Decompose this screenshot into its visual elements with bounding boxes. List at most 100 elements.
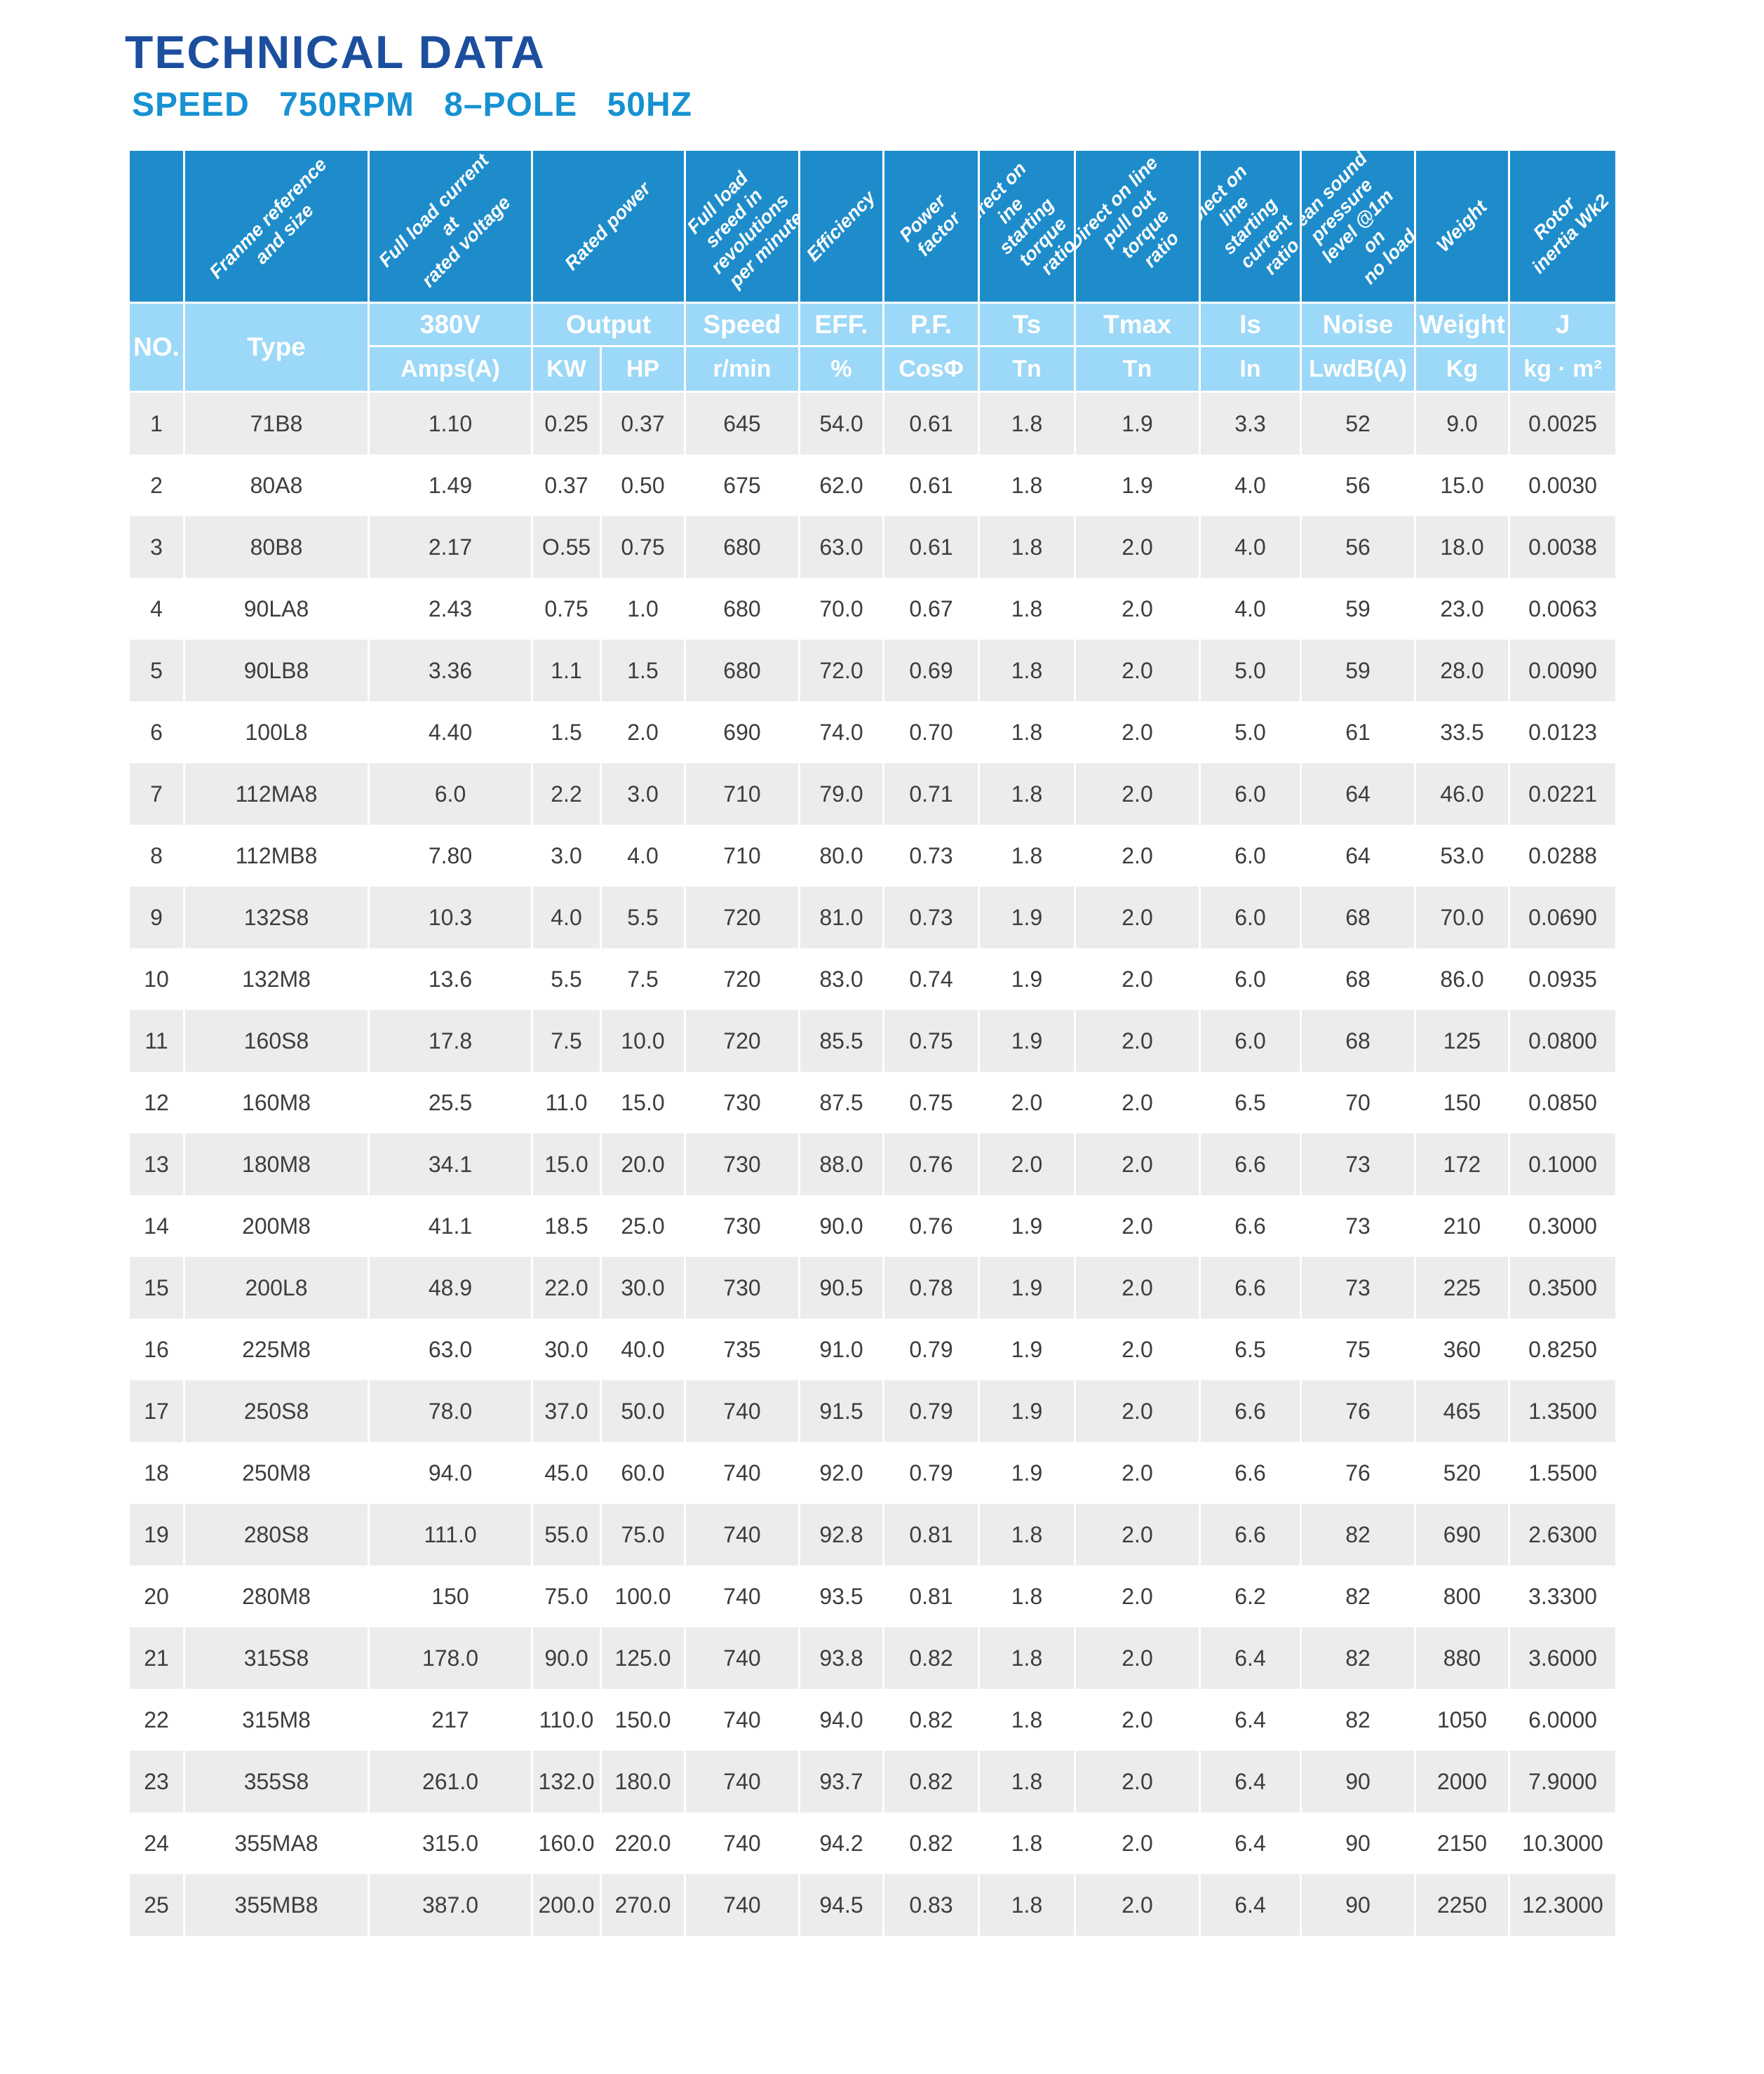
table-cell: 76 bbox=[1302, 1380, 1414, 1442]
diagonal-header-label: Direct on line pull out torque ratio bbox=[1076, 151, 1183, 271]
table-cell: 6.2 bbox=[1201, 1565, 1300, 1627]
unit-header-cell: kg · m² bbox=[1510, 347, 1615, 391]
table-cell: 6.6 bbox=[1201, 1133, 1300, 1195]
table-cell: 0.79 bbox=[884, 1442, 978, 1504]
diagonal-header-cell: Direct on ine starting torque ratio bbox=[980, 151, 1074, 302]
table-cell: 93.8 bbox=[800, 1627, 882, 1689]
table-cell: 81.0 bbox=[800, 887, 882, 948]
table-cell: 2.0 bbox=[1076, 578, 1199, 640]
table-cell: 0.61 bbox=[884, 454, 978, 516]
table-cell: 225 bbox=[1416, 1257, 1508, 1319]
table-cell: 40.0 bbox=[602, 1319, 684, 1380]
table-cell: 280S8 bbox=[185, 1504, 368, 1565]
table-cell: 730 bbox=[686, 1133, 798, 1195]
table-cell: 18.0 bbox=[1416, 516, 1508, 578]
table-cell: 0.82 bbox=[884, 1689, 978, 1751]
table-cell: 2.0 bbox=[1076, 1442, 1199, 1504]
table-cell: 0.76 bbox=[884, 1195, 978, 1257]
table-cell: 1.8 bbox=[980, 578, 1074, 640]
table-cell: 1.9 bbox=[980, 948, 1074, 1010]
table-cell: 83.0 bbox=[800, 948, 882, 1010]
table-cell: 680 bbox=[686, 516, 798, 578]
table-cell: 6.4 bbox=[1201, 1812, 1300, 1874]
table-cell: 0.73 bbox=[884, 825, 978, 887]
table-cell: 5.0 bbox=[1201, 640, 1300, 701]
table-cell: 0.61 bbox=[884, 393, 978, 454]
table-cell: 160.0 bbox=[533, 1812, 600, 1874]
table-cell: 10 bbox=[130, 948, 183, 1010]
table-cell: 355MB8 bbox=[185, 1874, 368, 1936]
table-cell: 6.4 bbox=[1201, 1751, 1300, 1812]
table-cell: 9 bbox=[130, 887, 183, 948]
table-cell: 2.17 bbox=[370, 516, 531, 578]
table-cell: 1.8 bbox=[980, 1874, 1074, 1936]
table-cell: 112MB8 bbox=[185, 825, 368, 887]
table-cell: 6 bbox=[130, 701, 183, 763]
table-cell: 45.0 bbox=[533, 1442, 600, 1504]
table-cell: 90 bbox=[1302, 1812, 1414, 1874]
table-row: 25 355MB8 387.0 200.0 270.0 740 94.5 0.83 1.8 2.0… bbox=[130, 1874, 1615, 1936]
table-cell: 6.6 bbox=[1201, 1257, 1300, 1319]
table-cell: 160S8 bbox=[185, 1010, 368, 1072]
table-cell: 680 bbox=[686, 640, 798, 701]
diagonal-header-label: Full load current at rated voltage bbox=[375, 151, 515, 291]
table-cell: 0.0038 bbox=[1510, 516, 1615, 578]
table-row: 2 80A8 1.49 0.37 0.50 675 62.0 0.61 1.8 1.9 4.0 56 1… bbox=[130, 454, 1615, 516]
table-cell: 46.0 bbox=[1416, 763, 1508, 825]
table-cell: 0.0690 bbox=[1510, 887, 1615, 948]
table-cell: 250S8 bbox=[185, 1380, 368, 1442]
table-cell: 132S8 bbox=[185, 887, 368, 948]
table-cell: 355S8 bbox=[185, 1751, 368, 1812]
table-cell: 387.0 bbox=[370, 1874, 531, 1936]
table-cell: 465 bbox=[1416, 1380, 1508, 1442]
table-cell: 0.69 bbox=[884, 640, 978, 701]
unit-header-cell: Kg bbox=[1416, 347, 1508, 391]
table-cell: 1 bbox=[130, 393, 183, 454]
table-row: 11 160S8 17.8 7.5 10.0 720 85.5 0.75 1.9 2.0 6.0 68… bbox=[130, 1010, 1615, 1072]
table-cell: 0.37 bbox=[533, 454, 600, 516]
table-cell: 12.3000 bbox=[1510, 1874, 1615, 1936]
table-cell: 91.5 bbox=[800, 1380, 882, 1442]
table-cell: 250M8 bbox=[185, 1442, 368, 1504]
table-cell: 48.9 bbox=[370, 1257, 531, 1319]
table-cell: 0.82 bbox=[884, 1627, 978, 1689]
group-header-cell: Speed bbox=[686, 304, 798, 347]
diagonal-header-cell: Power factor bbox=[884, 151, 978, 302]
table-cell: 125 bbox=[1416, 1010, 1508, 1072]
table-cell: 87.5 bbox=[800, 1072, 882, 1133]
table-cell: 94.2 bbox=[800, 1812, 882, 1874]
table-cell: 17 bbox=[130, 1380, 183, 1442]
table-cell: 7.80 bbox=[370, 825, 531, 887]
table-cell: 160M8 bbox=[185, 1072, 368, 1133]
diagonal-header-cell: Full load sreed in revolutions per minut… bbox=[686, 151, 798, 302]
table-cell: 720 bbox=[686, 948, 798, 1010]
diagonal-header-label: Diect on line starting current ratio bbox=[1201, 160, 1300, 279]
table-cell: 11.0 bbox=[533, 1072, 600, 1133]
table-cell: 41.1 bbox=[370, 1195, 531, 1257]
table-cell: 7.5 bbox=[602, 948, 684, 1010]
diagonal-header-cell: Full load current at rated voltage bbox=[370, 151, 531, 302]
table-cell: 0.79 bbox=[884, 1380, 978, 1442]
table-cell: 270.0 bbox=[602, 1874, 684, 1936]
table-cell: 0.0090 bbox=[1510, 640, 1615, 701]
table-cell: 93.7 bbox=[800, 1751, 882, 1812]
table-cell: 680 bbox=[686, 578, 798, 640]
table-cell: 1.10 bbox=[370, 393, 531, 454]
table-cell: 2.0 bbox=[1076, 887, 1199, 948]
table-cell: 23 bbox=[130, 1751, 183, 1812]
table-cell: 90LB8 bbox=[185, 640, 368, 701]
table-cell: 6.6 bbox=[1201, 1380, 1300, 1442]
table-cell: 112MA8 bbox=[185, 763, 368, 825]
table-cell: 2.0 bbox=[1076, 516, 1199, 578]
table-cell: 172 bbox=[1416, 1133, 1508, 1195]
table-cell: 0.78 bbox=[884, 1257, 978, 1319]
table-row: 7 112MA8 6.0 2.2 3.0 710 79.0 0.71 1.8 2.0 6.0 64 46… bbox=[130, 763, 1615, 825]
table-cell: 2.0 bbox=[1076, 1319, 1199, 1380]
table-cell: 735 bbox=[686, 1319, 798, 1380]
table-cell: 740 bbox=[686, 1565, 798, 1627]
table-cell: 30.0 bbox=[602, 1257, 684, 1319]
table-cell: 2.0 bbox=[1076, 1195, 1199, 1257]
table-cell: 73 bbox=[1302, 1257, 1414, 1319]
table-cell: 0.75 bbox=[884, 1072, 978, 1133]
table-cell: 315S8 bbox=[185, 1627, 368, 1689]
